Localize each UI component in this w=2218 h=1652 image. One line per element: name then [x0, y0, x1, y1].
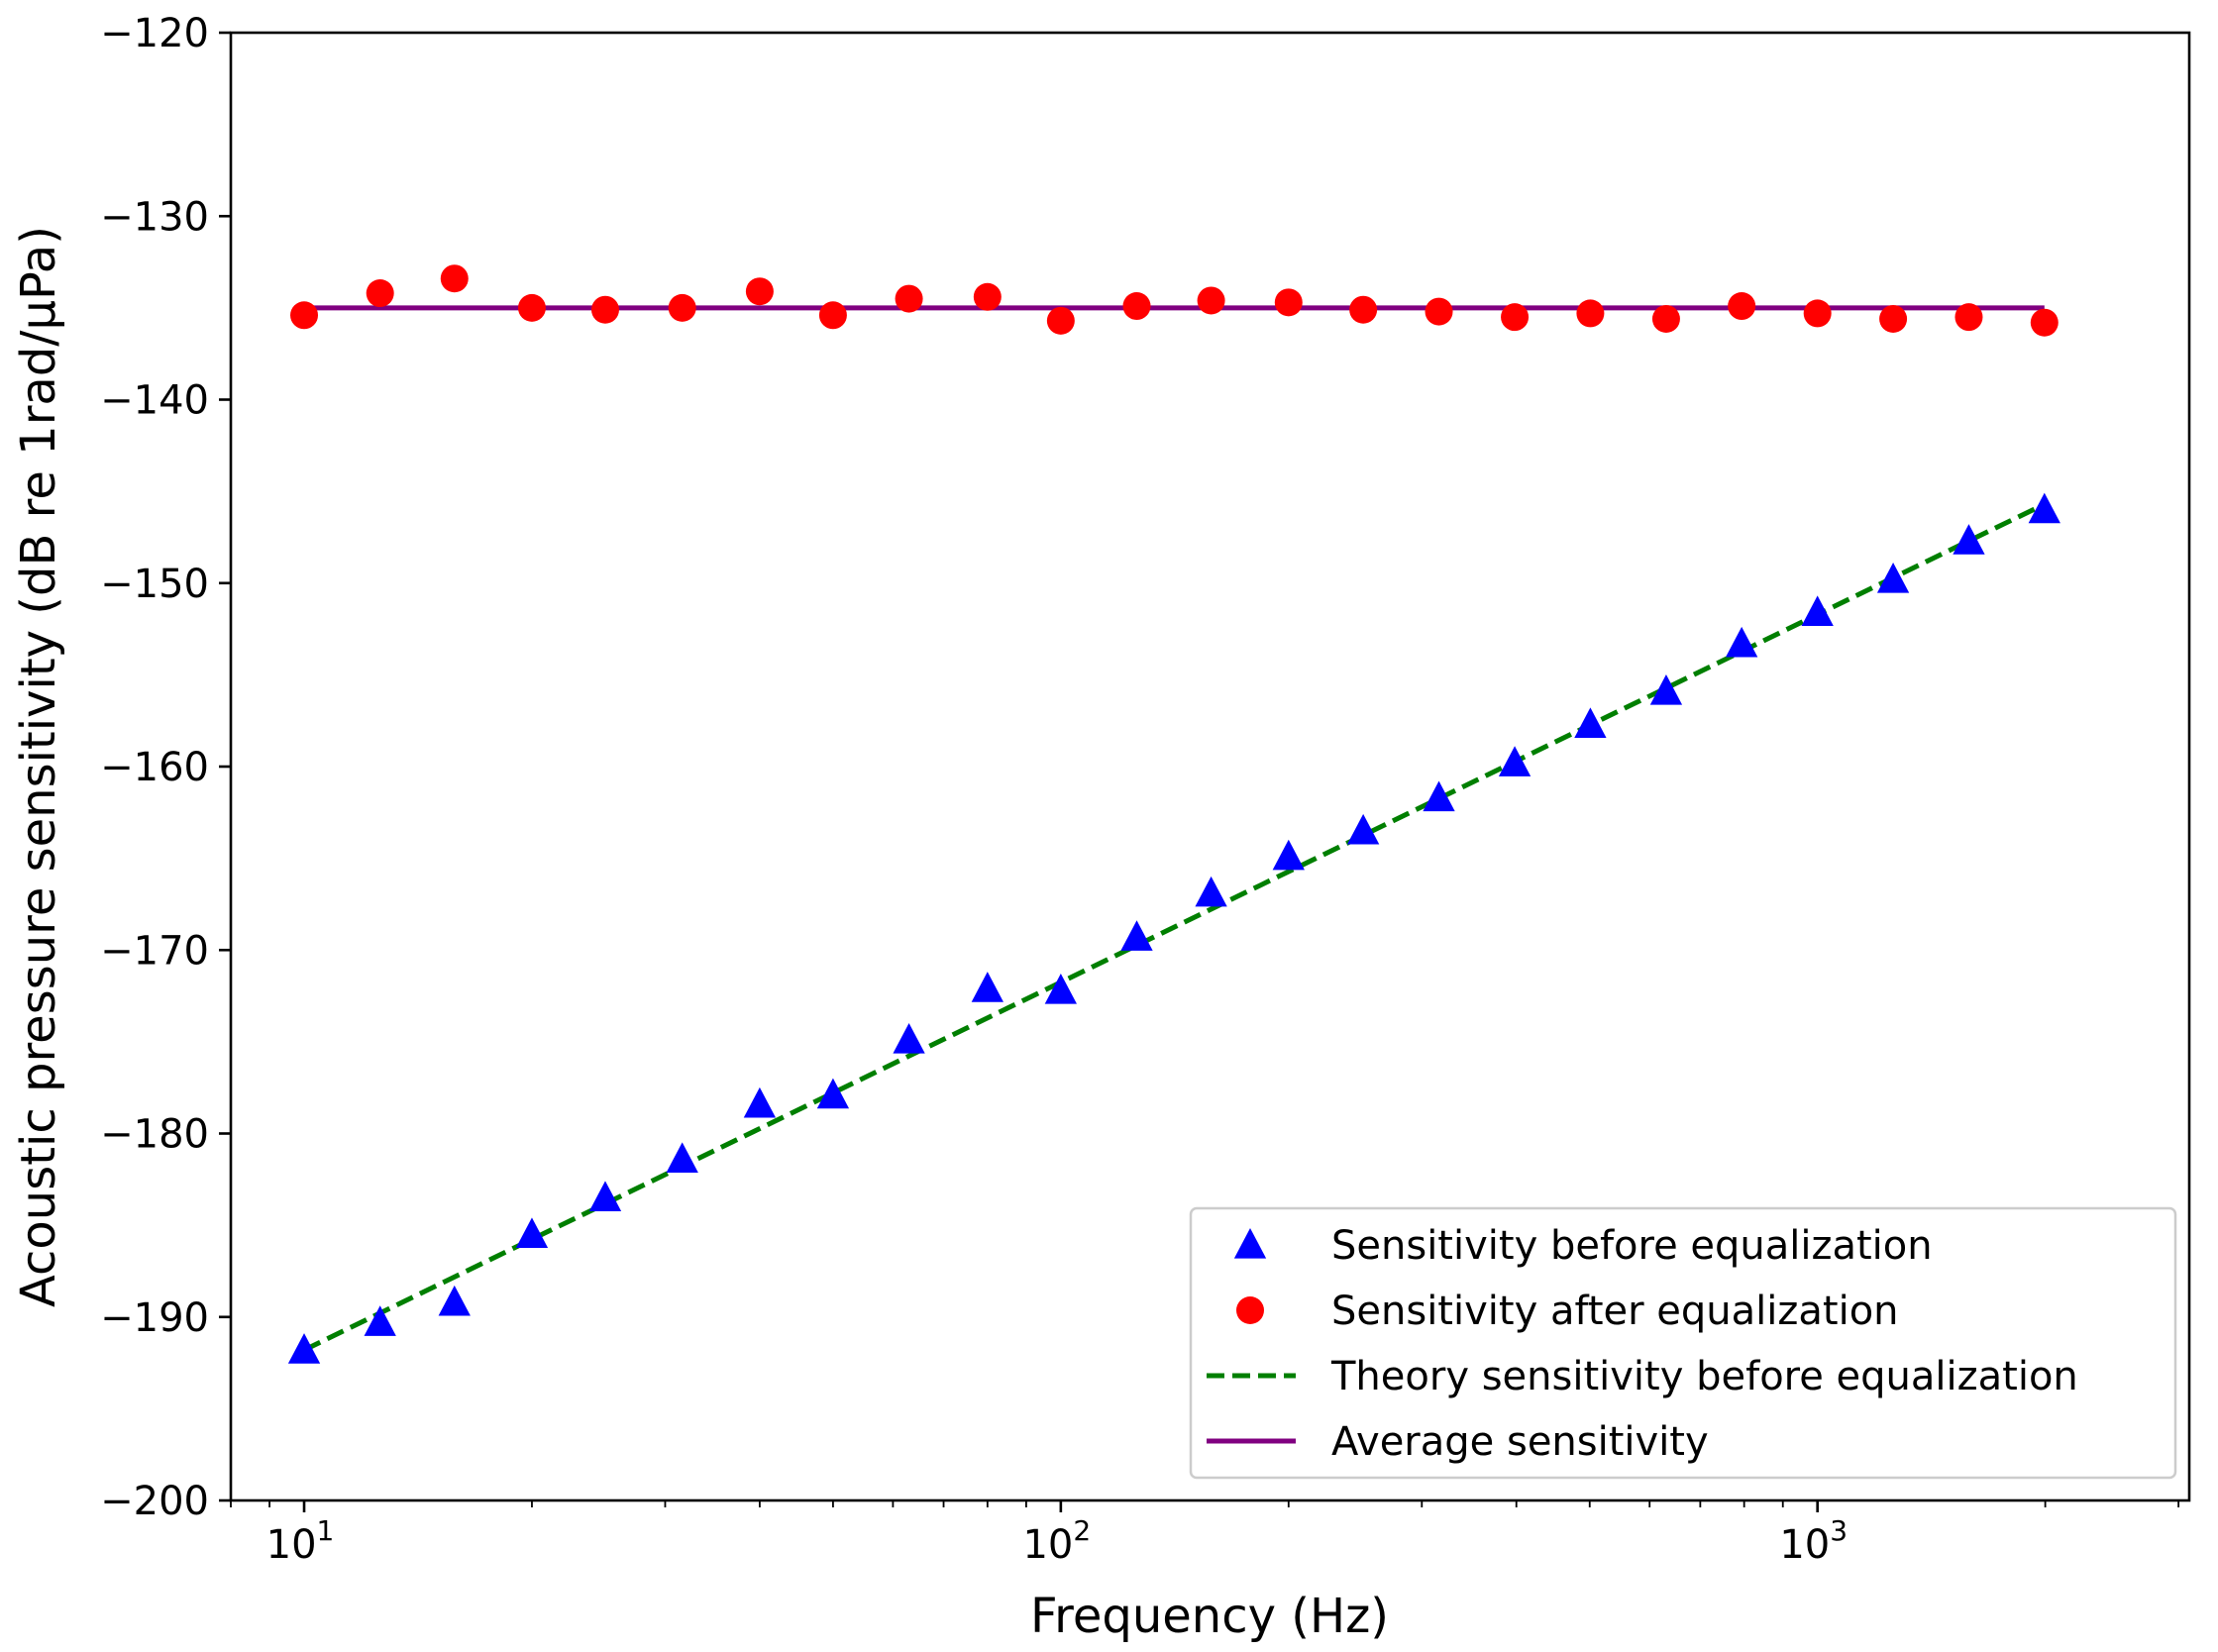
- before-eq-point: [2028, 492, 2060, 524]
- before-eq-point: [1574, 707, 1607, 738]
- before-eq-point: [438, 1285, 471, 1316]
- after-eq-point: [1425, 297, 1453, 326]
- legend-box: [1189, 1206, 2177, 1480]
- after-eq-point: [745, 277, 774, 306]
- after-eq-point: [1501, 303, 1530, 332]
- y-tick-label: −190: [100, 1295, 209, 1341]
- after-eq-point: [818, 301, 847, 330]
- legend: Sensitivity before equalization Sensitivi…: [1189, 1206, 2177, 1480]
- legend-label: Sensitivity after equalization: [1331, 1289, 1899, 1334]
- after-eq-point: [366, 279, 394, 308]
- after-eq-point: [590, 295, 619, 324]
- before-eq-point: [1195, 876, 1227, 907]
- x-axis-label: Frequency (Hz): [1030, 1589, 1389, 1644]
- y-tick-label: −130: [100, 194, 209, 240]
- before-eq-point: [1498, 746, 1531, 776]
- after-eq-point: [1651, 304, 1680, 333]
- after-eq-point: [1274, 288, 1303, 317]
- before-eq-point: [515, 1217, 549, 1248]
- after-eq-point: [973, 282, 1002, 311]
- y-tick-label: −170: [100, 928, 209, 974]
- after-eq-point: [1803, 299, 1832, 328]
- before-eq-point: [1876, 563, 1910, 593]
- y-tick-label: −160: [100, 745, 209, 790]
- legend-label: Theory sensitivity before equalization: [1330, 1354, 2078, 1399]
- after-eq-point: [1954, 303, 1983, 332]
- after-eq-point: [668, 293, 696, 322]
- after-eq-point: [517, 293, 546, 322]
- before-eq-point: [666, 1142, 698, 1174]
- before-eq-point: [1649, 674, 1683, 705]
- before-eq-point: [1953, 524, 1985, 555]
- y-tick-label: −180: [100, 1112, 209, 1158]
- after-eq-point: [895, 284, 923, 313]
- before-eq-point: [287, 1333, 321, 1364]
- y-tick-label: −200: [100, 1479, 209, 1524]
- after-eq-point: [1349, 295, 1378, 324]
- before-eq-point: [1120, 920, 1153, 951]
- x-tick-label: 103: [1779, 1514, 1848, 1568]
- legend-label: Sensitivity before equalization: [1331, 1223, 1933, 1269]
- after-eq-point: [1122, 292, 1151, 321]
- before-eq-point: [893, 1023, 925, 1054]
- x-tick-label: 101: [266, 1514, 335, 1568]
- before-eq-point: [1726, 626, 1758, 658]
- before-eq-point: [1272, 839, 1305, 871]
- after-eq-point: [440, 264, 469, 293]
- after-eq-point: [290, 301, 319, 330]
- y-tick-label: −140: [100, 378, 209, 424]
- y-tick-label: −150: [100, 562, 209, 607]
- x-tick-label: 102: [1022, 1514, 1091, 1568]
- before-eq-point: [364, 1305, 396, 1336]
- after-eq-point: [1197, 286, 1225, 315]
- before-eq-point: [971, 972, 1003, 1002]
- legend-triangle-marker: [1233, 1228, 1267, 1259]
- before-eq-point: [743, 1086, 777, 1118]
- after-eq-point: [1879, 304, 1908, 333]
- y-tick-label: −120: [100, 11, 209, 56]
- before-eq-point: [1801, 595, 1834, 626]
- after-eq-point: [2030, 308, 2059, 337]
- y-axis: −120 −130 −140 −150 −160 −170 −180 −190 −200: [100, 11, 231, 1524]
- before-eq-point: [1044, 974, 1078, 1004]
- before-eq-point: [588, 1181, 622, 1211]
- data-series: [287, 264, 2060, 1364]
- after-eq-point: [1046, 306, 1075, 335]
- legend-circle-marker: [1236, 1296, 1264, 1324]
- after-eq-point: [1576, 299, 1605, 328]
- y-axis-label: Acoustic pressure sensitivity (dB re 1ra…: [11, 226, 66, 1307]
- before-eq-point: [816, 1078, 850, 1109]
- after-eq-point: [1728, 292, 1756, 321]
- legend-label: Average sensitivity: [1331, 1419, 1709, 1465]
- x-axis: 101 102 103: [230, 1500, 2180, 1568]
- before-eq-point: [1346, 813, 1380, 845]
- before-eq-point: [1423, 780, 1455, 812]
